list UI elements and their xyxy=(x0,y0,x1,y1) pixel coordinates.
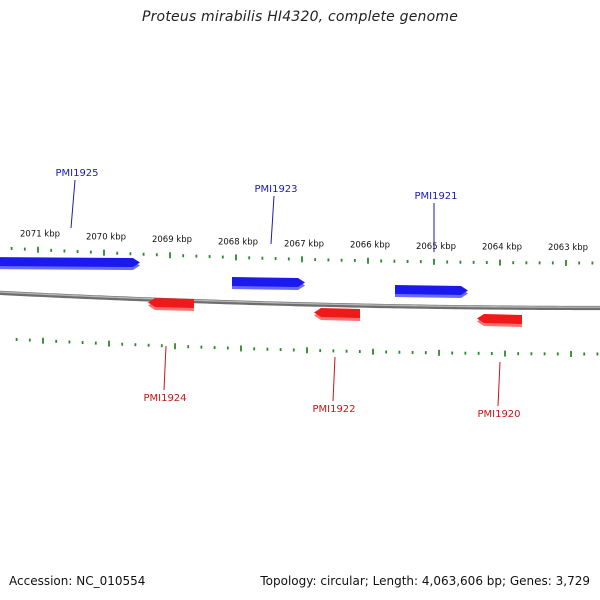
scale-label: 2071 kbp xyxy=(20,230,60,240)
scale-label: 2065 kbp xyxy=(416,242,456,252)
scale-label: 2066 kbp xyxy=(350,241,390,251)
forward-gene-label: PMI1921 xyxy=(414,191,457,202)
scale-ticks xyxy=(10,246,599,357)
gene-label-leader xyxy=(163,345,167,391)
reverse-gene-label: PMI1924 xyxy=(143,393,186,404)
gene-label-leader xyxy=(497,361,501,407)
reverse-gene-arrow xyxy=(314,308,360,321)
genome-summary-text: Topology: circular; Length: 4,063,606 bp… xyxy=(260,574,590,588)
scale-label: 2069 kbp xyxy=(152,235,192,245)
reverse-gene-label: PMI1922 xyxy=(312,404,355,415)
reverse-gene-label: PMI1920 xyxy=(477,409,520,420)
forward-gene-label: PMI1925 xyxy=(55,168,98,179)
map-title: Proteus mirabilis HI4320, complete genom… xyxy=(141,9,459,25)
backbone-line xyxy=(0,290,600,311)
reverse-gene-arrow xyxy=(148,298,194,311)
forward-gene-arrow xyxy=(0,257,140,270)
forward-gene-arrow xyxy=(395,285,468,298)
genome-backbone xyxy=(0,290,600,311)
gene-label-leader xyxy=(332,356,336,402)
accession-text: Accession: NC_010554 xyxy=(9,574,146,588)
forward-gene-arrow xyxy=(232,277,305,290)
scale-label: 2064 kbp xyxy=(482,243,522,253)
scale-label: 2068 kbp xyxy=(218,237,258,247)
forward-gene-label: PMI1923 xyxy=(254,184,297,195)
gene-label-leader xyxy=(70,179,76,229)
scale-label: 2063 kbp xyxy=(548,243,588,253)
scale-label: 2070 kbp xyxy=(86,233,126,243)
labels: 2071 kbp 2070 kbp 2069 kbp 2068 kbp 2067 kbp… xyxy=(20,168,588,420)
backbone-highlight xyxy=(0,291,600,308)
scale-label: 2067 kbp xyxy=(284,239,324,249)
gene-features xyxy=(0,257,522,327)
reverse-gene-arrow xyxy=(477,314,522,327)
gene-label-leader xyxy=(270,195,275,245)
